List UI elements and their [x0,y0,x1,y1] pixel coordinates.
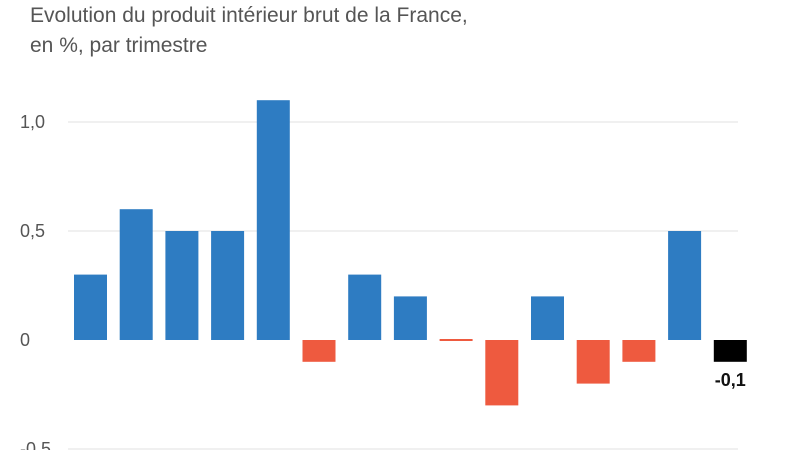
bar [439,339,473,341]
bar [485,340,519,406]
y-axis-ticks: 1,0 0,5 0 -0,5 [20,112,51,450]
bar [393,296,427,340]
bar [74,274,107,340]
bar [119,209,153,340]
bar [576,340,610,384]
bar [211,231,245,340]
bar [165,231,199,340]
data-label: -0,1 [715,370,746,390]
bar [668,231,702,340]
y-tick-label: -0,5 [20,439,51,450]
y-tick-label: 0 [20,330,30,350]
chart-subtitle: en %, par trimestre [30,34,208,57]
bars [74,100,747,406]
y-tick-label: 1,0 [20,112,45,132]
bar [302,340,336,362]
y-tick-label: 0,5 [20,221,45,241]
chart-title: Evolution du produit intérieur brut de l… [30,4,468,27]
bar [256,100,290,340]
bar [348,274,382,340]
bar [713,340,747,362]
bar [531,296,564,340]
data-labels: -0,1 [715,370,746,390]
bar [622,340,656,362]
